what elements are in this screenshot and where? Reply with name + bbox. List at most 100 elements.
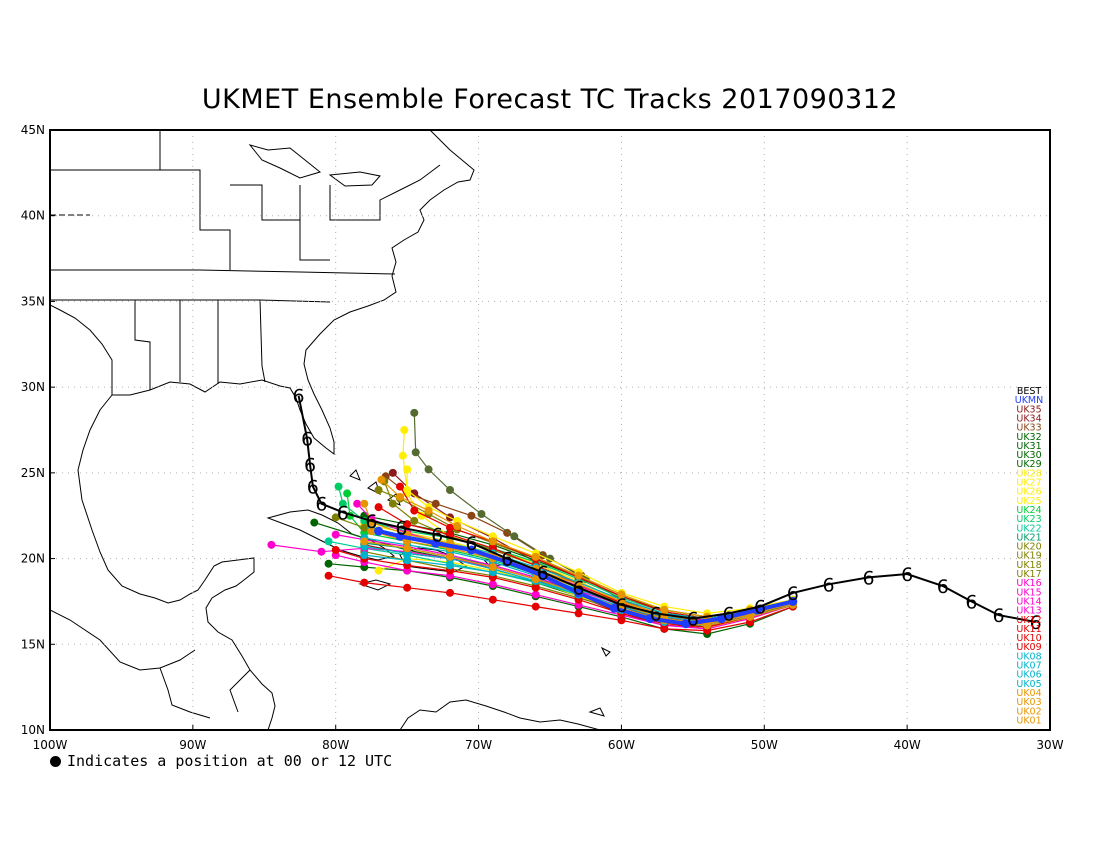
- track-position-dot: [446, 523, 454, 532]
- track-position-dot: [324, 571, 333, 580]
- track-position-dot: [331, 530, 340, 539]
- lat-lon-grid: [50, 130, 1050, 730]
- track-position-dot: [477, 510, 486, 518]
- lat-tick-label: 20N: [21, 552, 45, 566]
- track-position-dot: [334, 482, 343, 491]
- hurricane-symbol-icon: 6: [754, 597, 766, 619]
- legend-entry: UK20: [1016, 542, 1041, 553]
- hurricane-symbol-icon: 6: [304, 454, 316, 476]
- legend-entry: UK26: [1016, 487, 1041, 498]
- map-title: UKMET Ensemble Forecast TC Tracks 201709…: [201, 84, 899, 115]
- track-position-dot: [446, 552, 454, 561]
- legend-entry: UK28: [1016, 468, 1041, 479]
- track-position-dot: [388, 499, 397, 508]
- legend-entry: UK24: [1016, 505, 1041, 516]
- track-position-dot: [374, 486, 383, 494]
- track-position-dot: [324, 559, 333, 568]
- legend-entry: UK17: [1016, 569, 1041, 580]
- track-position-dot: [424, 506, 433, 515]
- track-position-dot: [467, 511, 476, 520]
- track-position-dot: [395, 531, 405, 541]
- hurricane-symbol-icon: 6: [465, 533, 477, 555]
- lon-tick-label: 60W: [608, 738, 635, 752]
- track-position-dot: [488, 580, 497, 589]
- legend-entry: UK19: [1016, 551, 1041, 562]
- track-position-dot: [410, 408, 419, 417]
- track-position-dot: [398, 451, 407, 460]
- legend-entry: UK14: [1016, 596, 1041, 607]
- position-note: Indicates a position at 00 or 12 UTC: [50, 752, 392, 770]
- hurricane-symbol-icon: 6: [365, 511, 377, 533]
- track-position-dot: [403, 465, 412, 474]
- track-position-dot: [388, 468, 397, 477]
- lat-tick-label: 45N: [21, 123, 45, 137]
- position-note-text: Indicates a position at 00 or 12 UTC: [67, 752, 393, 770]
- track-position-dot: [431, 538, 441, 548]
- lat-tick-label: 10N: [21, 723, 45, 737]
- track-line: [328, 563, 794, 635]
- track-position-dot: [453, 522, 462, 530]
- legend-entry: BEST: [1017, 386, 1042, 397]
- legend-entry: UK05: [1016, 679, 1041, 690]
- track-position-dot: [466, 545, 476, 555]
- track-position-dot: [324, 537, 333, 546]
- legend-entry: UK18: [1016, 560, 1041, 571]
- legend-entry: UK21: [1016, 532, 1041, 543]
- legend-entry: UK29: [1016, 459, 1041, 470]
- hurricane-symbol-icon: 6: [965, 591, 977, 613]
- track-position-dot: [317, 547, 326, 556]
- track-position-dot: [510, 532, 519, 541]
- track-legend: BESTUKMNUK35UK34UK33UK32UK31UK30UK29UK28…: [1015, 386, 1044, 726]
- hurricane-symbol-icon: 6: [823, 574, 835, 596]
- legend-entry: UK33: [1016, 423, 1041, 434]
- legend-entry: UK25: [1016, 496, 1041, 507]
- track-position-dot: [446, 486, 454, 494]
- hurricane-symbol-icon: 6: [1030, 612, 1042, 634]
- track-position-dot: [396, 482, 404, 491]
- track-position-dot: [267, 540, 276, 549]
- lat-tick-label: 15N: [21, 637, 45, 651]
- track-position-dot: [374, 526, 384, 536]
- track-position-dot: [403, 520, 412, 529]
- track-position-dot: [377, 475, 386, 484]
- legend-entry: UK13: [1016, 606, 1041, 617]
- legend-entry: UK11: [1016, 624, 1041, 635]
- track-position-dot: [374, 566, 383, 575]
- hurricane-symbol-icon: 6: [315, 494, 327, 516]
- track-line: [335, 554, 794, 630]
- track-position-dot: [331, 513, 340, 522]
- track-position-dot: [360, 499, 369, 508]
- track-position-dot: [411, 448, 420, 457]
- legend-entry: UK23: [1016, 514, 1041, 525]
- hurricane-symbol-icon: 6: [615, 595, 627, 617]
- track-position-dot: [531, 552, 540, 561]
- track-position-dot: [343, 489, 352, 498]
- lon-tick-label: 40W: [894, 738, 921, 752]
- track-position-dot: [488, 595, 497, 604]
- track-position-dot: [574, 571, 583, 580]
- lon-tick-label: 80W: [322, 738, 349, 752]
- track-position-dot: [574, 609, 583, 618]
- hurricane-symbol-icon: 6: [337, 502, 349, 524]
- track-position-dot: [645, 614, 655, 624]
- legend-entry: UK16: [1016, 578, 1041, 589]
- hurricane-symbol-icon: 6: [650, 603, 662, 625]
- track-position-dot: [446, 561, 454, 570]
- track-position-dot: [403, 583, 412, 592]
- hurricane-symbol-icon: 6: [537, 562, 549, 584]
- track-position-dot: [446, 588, 454, 597]
- track-position-dot: [331, 546, 340, 554]
- track-position-dot: [403, 556, 412, 565]
- position-dot-icon: [50, 756, 61, 767]
- legend-entry: UK35: [1016, 404, 1041, 415]
- hurricane-symbol-icon: 6: [573, 578, 585, 600]
- legend-entry: UK08: [1016, 651, 1041, 662]
- track-position-dot: [788, 596, 798, 606]
- legend-entry: UK02: [1016, 706, 1041, 717]
- legend-entry: UK06: [1016, 670, 1041, 681]
- lon-tick-label: 100W: [33, 738, 68, 752]
- track-position-dot: [360, 578, 369, 587]
- lat-tick-label: 40N: [21, 209, 45, 223]
- track-uk28: [398, 426, 797, 618]
